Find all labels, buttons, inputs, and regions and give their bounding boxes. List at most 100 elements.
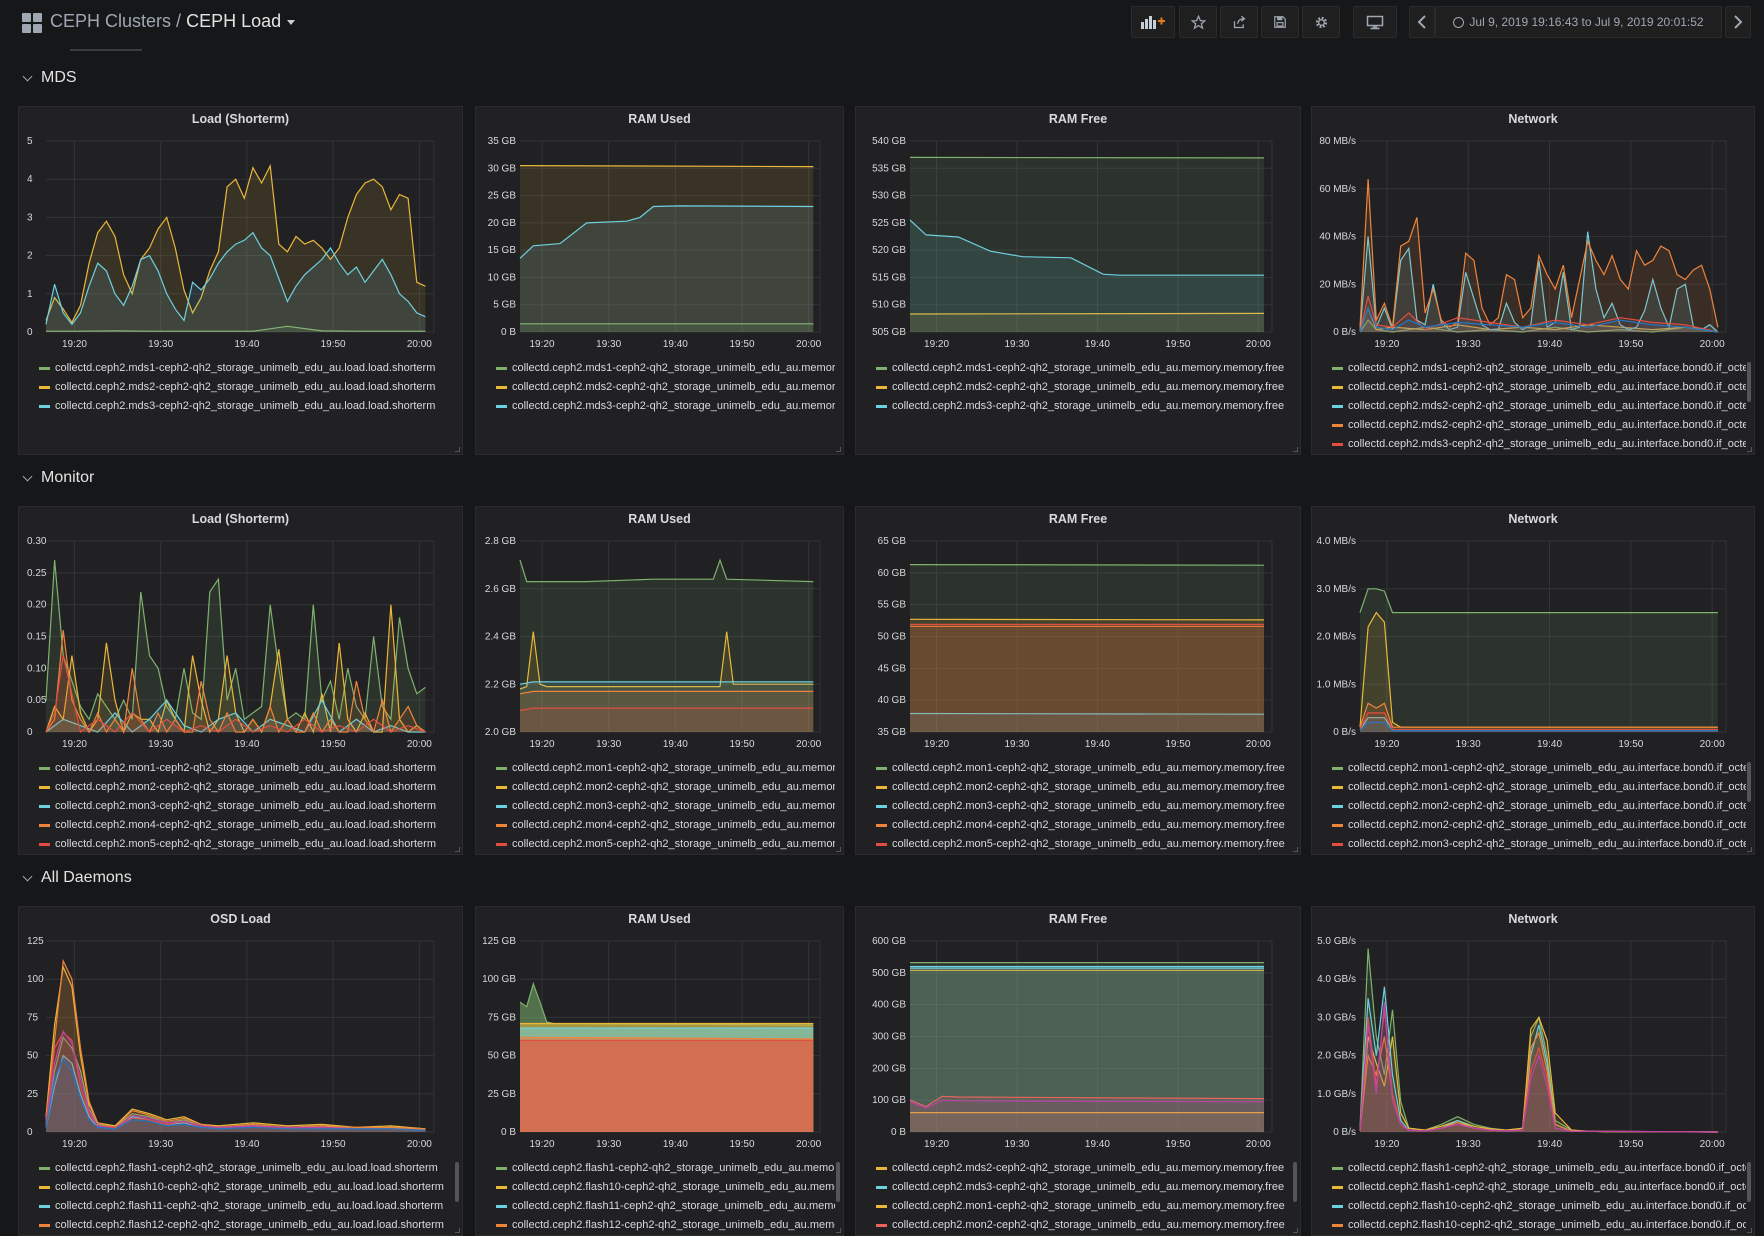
series-line[interactable]: [1359, 231, 1719, 333]
series-line[interactable]: [519, 681, 814, 685]
legend-item[interactable]: collectd.ceph2.mon4-ceph2-qh2_storage_un…: [876, 816, 1292, 835]
chart-plot[interactable]: 0 1 2 3 4 5 19:20 19:30 19:40 19:50 20:00: [19, 107, 463, 356]
series-line[interactable]: [1359, 296, 1719, 333]
legend-item[interactable]: collectd.ceph2.mon1-ceph2-qh2_storage_un…: [1332, 778, 1746, 797]
series-line[interactable]: [909, 1095, 1265, 1108]
legend-item[interactable]: collectd.ceph2.mds3-ceph2-qh2_storage_un…: [876, 1178, 1292, 1197]
panel-monitor-network[interactable]: Network 0 B/s 1.0 MB/s 2.0 MB/s 3.0 MB/s 4.0 …: [1311, 506, 1755, 855]
panel-title[interactable]: Network: [1508, 912, 1558, 926]
legend-scrollbar[interactable]: [836, 1162, 840, 1202]
series-line[interactable]: [519, 690, 814, 695]
series-line[interactable]: [45, 698, 426, 733]
series-line[interactable]: [45, 163, 426, 324]
legend-item[interactable]: collectd.ceph2.mon1-ceph2-qh2_storage_un…: [39, 759, 454, 778]
legend-item[interactable]: collectd.ceph2.flash1-ceph2-qh2_storage_…: [496, 1159, 835, 1178]
chart-plot[interactable]: 0 B 5 GB 10 GB 15 GB 20 GB 25 GB 30 GB 35 GB 19:…: [476, 107, 844, 356]
legend-item[interactable]: collectd.ceph2.flash1-ceph2-qh2_storage_…: [1332, 1159, 1746, 1178]
legend-item[interactable]: collectd.ceph2.mds2-ceph2-qh2_storage_un…: [496, 378, 835, 397]
legend-item[interactable]: collectd.ceph2.mds1-ceph2-qh2_storage_un…: [39, 359, 454, 378]
series-line[interactable]: [45, 958, 426, 1130]
series-line[interactable]: [45, 1029, 426, 1132]
legend-item[interactable]: collectd.ceph2.mds2-ceph2-qh2_storage_un…: [39, 378, 454, 397]
legend-item[interactable]: collectd.ceph2.mon2-ceph2-qh2_storage_un…: [1332, 816, 1746, 835]
series-line[interactable]: [519, 631, 814, 690]
legend-item[interactable]: collectd.ceph2.flash10-ceph2-qh2_storage…: [39, 1178, 454, 1197]
series-line[interactable]: [1359, 588, 1718, 614]
chart-plot[interactable]: 0 B 25 GB 50 GB 75 GB 100 GB 125 GB 19:20 19:30…: [476, 907, 844, 1156]
series-line[interactable]: [519, 981, 814, 1026]
series-line[interactable]: [45, 964, 426, 1130]
legend-item[interactable]: collectd.ceph2.mds1-ceph2-qh2_storage_un…: [876, 359, 1292, 378]
legend-item[interactable]: collectd.ceph2.mon3-ceph2-qh2_storage_un…: [1332, 835, 1746, 851]
series-line[interactable]: [1359, 712, 1718, 731]
legend-item[interactable]: collectd.ceph2.flash12-ceph2-qh2_storage…: [496, 1216, 835, 1232]
row-title-mds[interactable]: MDS: [22, 69, 77, 87]
series-line[interactable]: [1359, 721, 1718, 732]
legend-item[interactable]: collectd.ceph2.mon5-ceph2-qh2_storage_un…: [39, 835, 454, 851]
panel-monitor-ram-free[interactable]: RAM Free 35 GB 40 GB 45 GB 50 GB 55 GB 60 GB 65…: [855, 506, 1301, 855]
resize-handle[interactable]: [1747, 447, 1752, 452]
resize-handle[interactable]: [455, 847, 460, 852]
legend-scrollbar[interactable]: [1747, 1162, 1751, 1202]
resize-handle[interactable]: [1747, 1228, 1752, 1233]
resize-handle[interactable]: [1747, 847, 1752, 852]
panel-title[interactable]: RAM Free: [1048, 512, 1108, 526]
chart-plot[interactable]: 0 B/s 1.0 MB/s 2.0 MB/s 3.0 MB/s 4.0 MB/s 19:…: [1312, 507, 1755, 756]
chart-plot[interactable]: 0 25 50 75 100 125 19:20 19:30 19:40 19:50 20:00: [19, 907, 463, 1156]
chart-plot[interactable]: 0 B 100 GB 200 GB 300 GB 400 GB 500 GB 600 GB 1…: [856, 907, 1301, 1156]
legend-item[interactable]: collectd.ceph2.flash11-ceph2-qh2_storage…: [496, 1197, 835, 1216]
save-button[interactable]: [1261, 6, 1299, 38]
panel-title[interactable]: Network: [1508, 512, 1558, 526]
series-line[interactable]: [519, 558, 814, 583]
panel-monitor-load-shorterm[interactable]: Load (Shorterm) 0 0.05 0.10 0.15 0.20 0.25 0.30…: [18, 506, 463, 855]
series-line[interactable]: [45, 655, 426, 734]
row-title-monitor[interactable]: Monitor: [22, 469, 94, 487]
series-line[interactable]: [519, 205, 814, 259]
series-line[interactable]: [46, 325, 426, 332]
panel-mds-network[interactable]: Network 0 B/s 20 MB/s 40 MB/s 60 MB/s 80 MB/s…: [1311, 106, 1755, 455]
legend-item[interactable]: collectd.ceph2.mon2-ceph2-qh2_storage_un…: [876, 1216, 1292, 1232]
panel-title[interactable]: RAM Used: [628, 512, 691, 526]
legend-item[interactable]: collectd.ceph2.mds3-ceph2-qh2_storage_un…: [876, 397, 1292, 416]
legend-item[interactable]: collectd.ceph2.mon3-ceph2-qh2_storage_un…: [39, 797, 454, 816]
breadcrumb-current[interactable]: CEPH Load: [186, 11, 282, 31]
legend-item[interactable]: collectd.ceph2.mon4-ceph2-qh2_storage_un…: [39, 816, 454, 835]
panel-monitor-ram-used[interactable]: RAM Used 2.0 GB 2.2 GB 2.4 GB 2.6 GB 2.8 GB 19…: [475, 506, 844, 855]
caret-down-icon[interactable]: [287, 19, 296, 25]
series-line[interactable]: [1359, 986, 1718, 1133]
star-button[interactable]: [1179, 6, 1217, 38]
legend-scrollbar[interactable]: [455, 1162, 459, 1202]
series-line[interactable]: [45, 231, 426, 326]
panel-all-daemons-ram-used[interactable]: RAM Used 0 B 25 GB 50 GB 75 GB 100 GB 125 GB 19…: [475, 906, 844, 1236]
chart-plot[interactable]: 0 B/s 20 MB/s 40 MB/s 60 MB/s 80 MB/s 19:20 19…: [1312, 107, 1755, 356]
legend-item[interactable]: collectd.ceph2.mds2-ceph2-qh2_storage_un…: [876, 1159, 1292, 1178]
add-panel-button[interactable]: [1131, 6, 1175, 38]
resize-handle[interactable]: [836, 847, 841, 852]
panel-title[interactable]: RAM Used: [628, 912, 691, 926]
legend-item[interactable]: collectd.ceph2.flash1-ceph2-qh2_storage_…: [1332, 1178, 1746, 1197]
tv-mode-button[interactable]: [1353, 6, 1397, 38]
legend-scrollbar[interactable]: [1747, 362, 1751, 402]
legend-item[interactable]: collectd.ceph2.mds1-ceph2-qh2_storage_un…: [1332, 359, 1746, 378]
settings-button[interactable]: [1302, 6, 1340, 38]
chart-plot[interactable]: 0 0.05 0.10 0.15 0.20 0.25 0.30 19:20 19:30 19:40…: [19, 507, 463, 756]
series-line[interactable]: [1359, 948, 1718, 1133]
breadcrumb-parent[interactable]: CEPH Clusters: [50, 11, 172, 31]
panel-title[interactable]: Network: [1508, 112, 1558, 126]
panel-title[interactable]: Load (Shorterm): [191, 512, 290, 526]
panel-title[interactable]: RAM Free: [1048, 912, 1108, 926]
legend-scrollbar[interactable]: [1293, 1162, 1297, 1202]
series-line[interactable]: [909, 1099, 1265, 1109]
series-line[interactable]: [909, 564, 1265, 566]
time-back-button[interactable]: [1409, 6, 1435, 38]
series-line[interactable]: [519, 165, 814, 168]
series-line[interactable]: [909, 156, 1265, 159]
chart-plot[interactable]: 0 B/s 1.0 GB/s 2.0 GB/s 3.0 GB/s 4.0 GB/s 5.0…: [1312, 907, 1755, 1156]
legend-item[interactable]: collectd.ceph2.mds2-ceph2-qh2_storage_un…: [876, 378, 1292, 397]
chart-plot[interactable]: 505 GB 510 GB 515 GB 520 GB 525 GB 530 GB 535 …: [856, 107, 1301, 356]
dashboard-grid-icon[interactable]: [22, 13, 42, 33]
legend-item[interactable]: collectd.ceph2.mon1-ceph2-qh2_storage_un…: [876, 759, 1292, 778]
legend-item[interactable]: collectd.ceph2.mon3-ceph2-qh2_storage_un…: [496, 797, 835, 816]
series-line[interactable]: [909, 712, 1265, 715]
series-line[interactable]: [909, 219, 1264, 276]
